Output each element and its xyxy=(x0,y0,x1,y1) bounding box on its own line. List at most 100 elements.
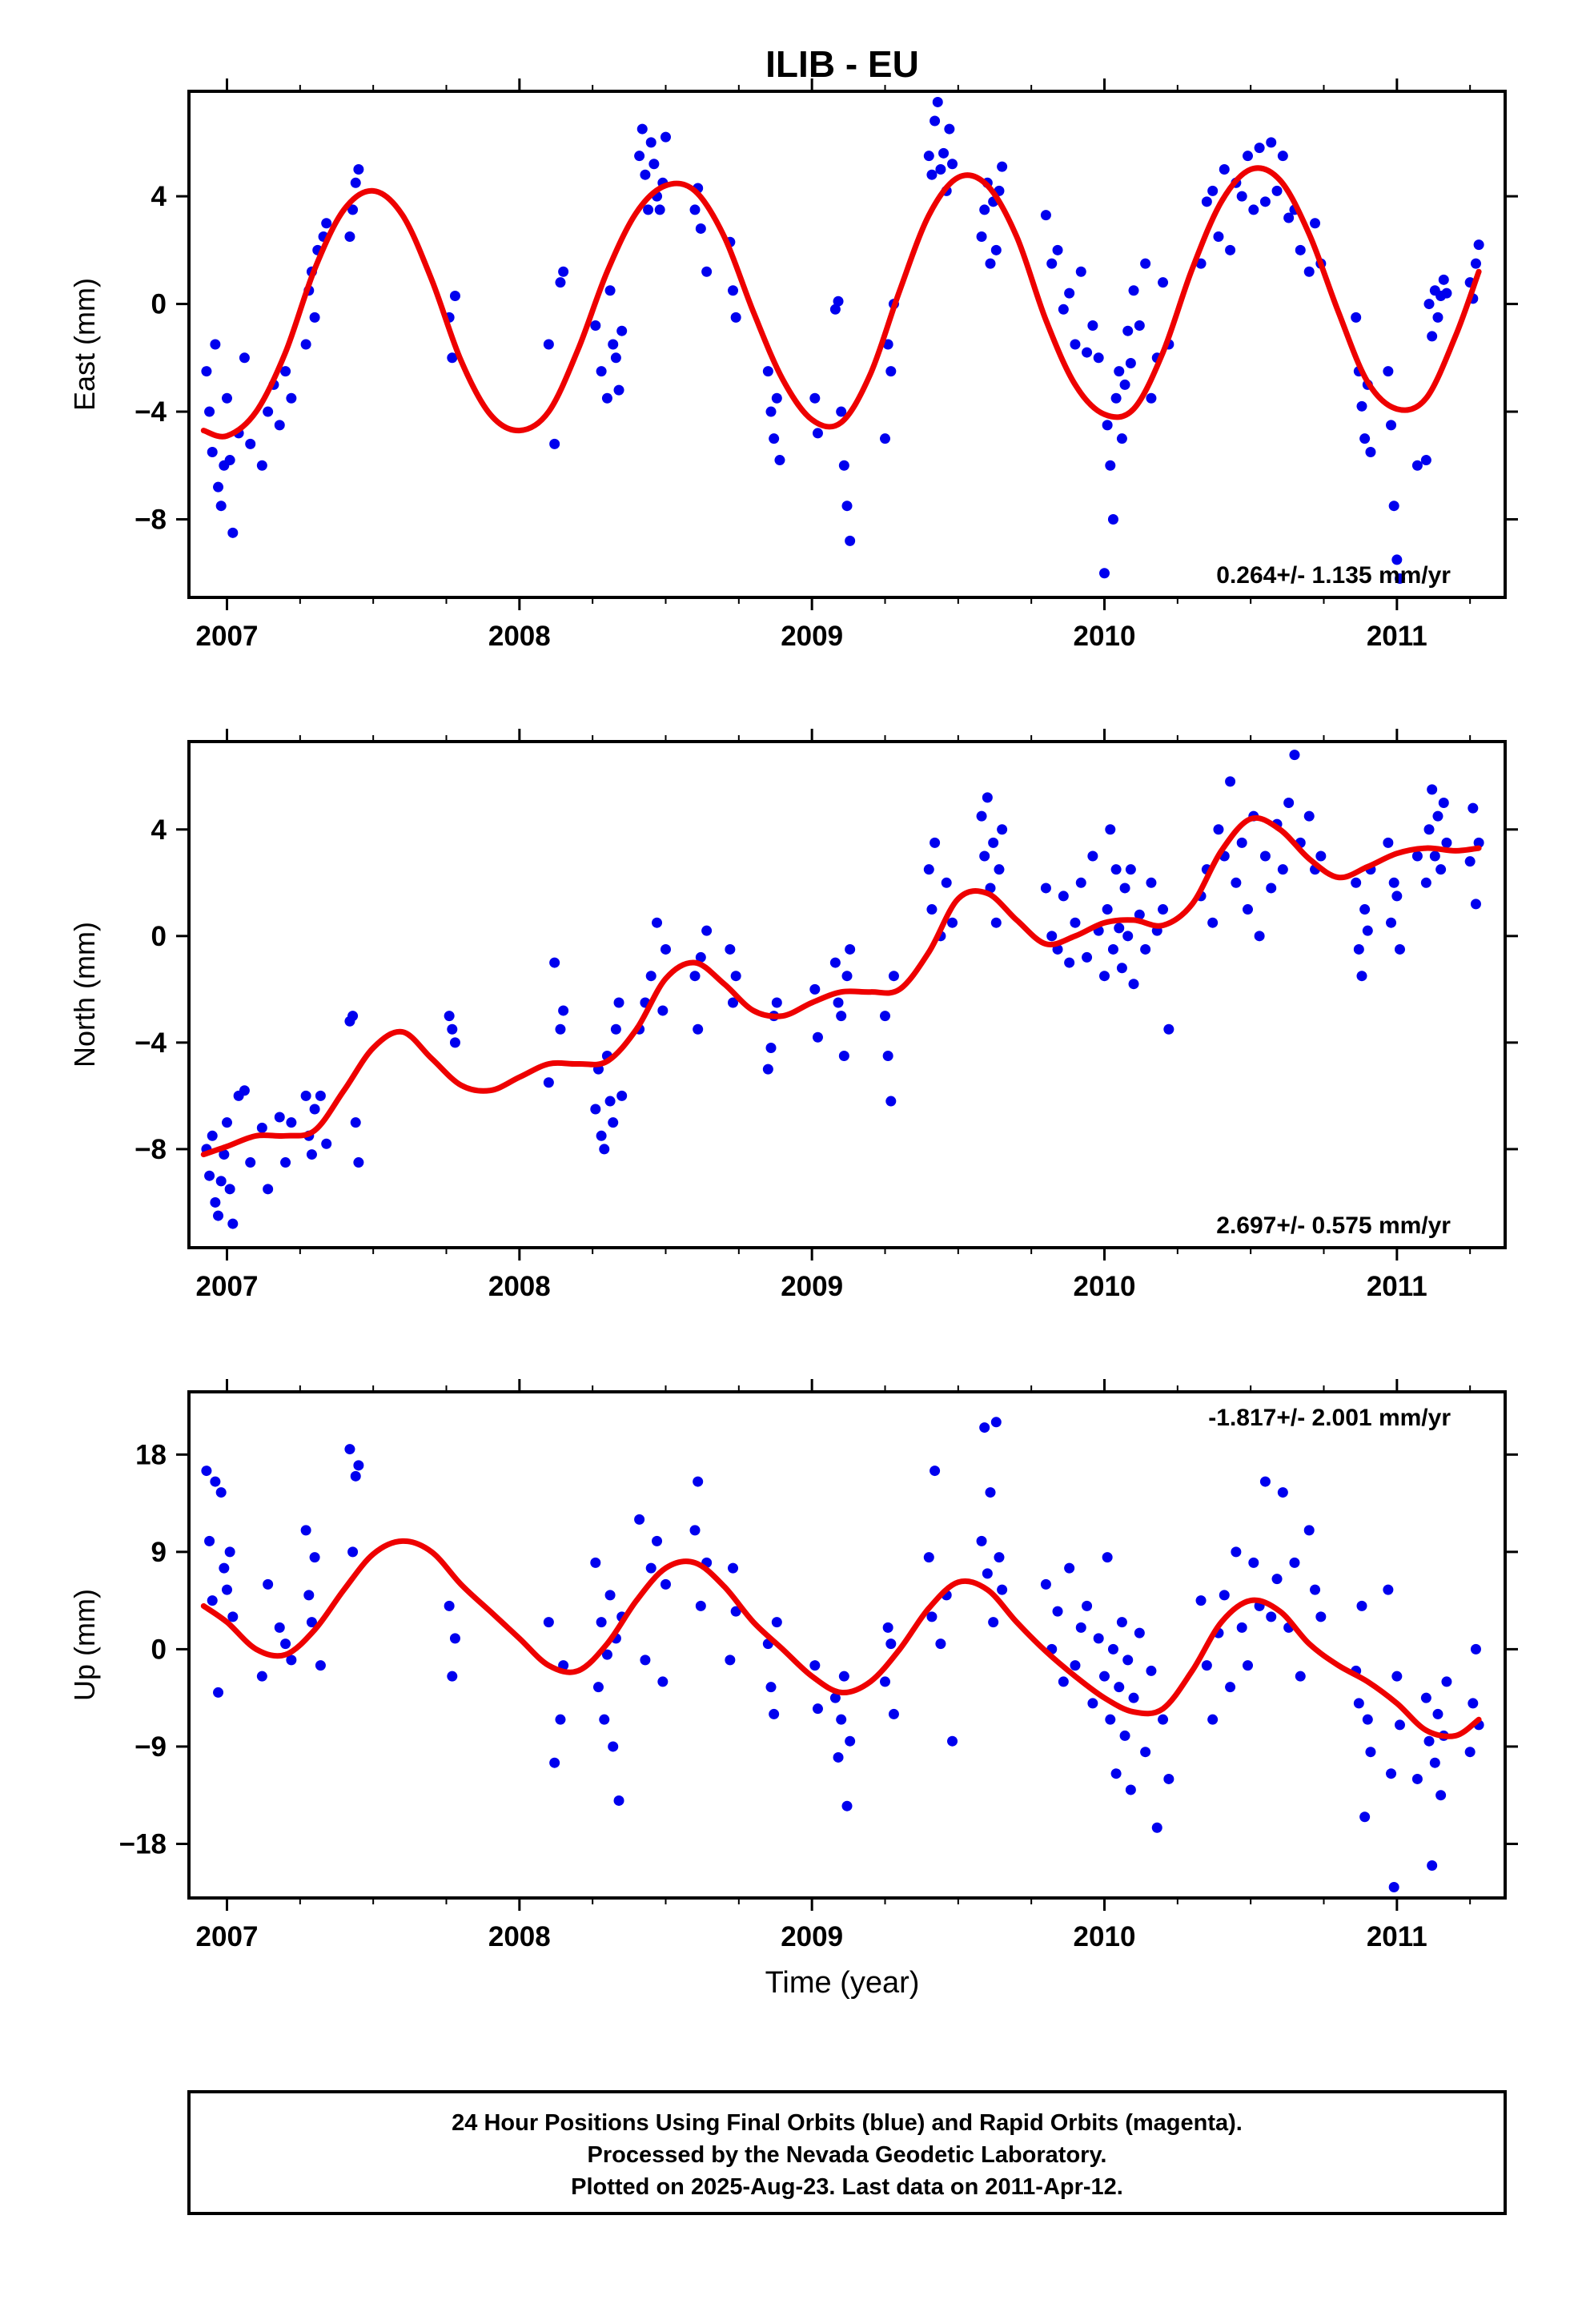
data-point xyxy=(590,320,601,331)
footer-frame xyxy=(187,2090,1507,2215)
data-point xyxy=(841,971,853,982)
data-point xyxy=(652,1535,663,1546)
data-point xyxy=(1310,1584,1321,1595)
data-point xyxy=(1388,501,1399,512)
data-point xyxy=(1411,1773,1423,1784)
data-point xyxy=(286,1117,297,1128)
data-point xyxy=(947,1735,958,1747)
data-point xyxy=(979,204,990,215)
data-point xyxy=(1119,883,1130,894)
footer-line-3: Plotted on 2025-Aug-23. Last data on 201… xyxy=(571,2174,1123,2200)
data-point xyxy=(636,123,648,135)
data-point xyxy=(604,1590,616,1601)
data-point xyxy=(994,864,1005,875)
north-panel: 2007 2008 2009 2010 2011 −8 −4 0 4 North (mm) 2.69… xyxy=(68,729,1518,1302)
data-point xyxy=(728,285,739,296)
data-point xyxy=(882,1051,893,1062)
data-point xyxy=(604,285,616,296)
data-point xyxy=(982,792,993,803)
data-point xyxy=(1134,320,1145,331)
data-point xyxy=(1093,1633,1104,1644)
data-point xyxy=(1125,358,1136,369)
data-point xyxy=(1201,1660,1212,1671)
data-point xyxy=(300,1090,311,1101)
data-point xyxy=(882,339,893,350)
data-point xyxy=(888,971,899,982)
x-tick-label: 2009 xyxy=(781,1921,843,1952)
data-point xyxy=(449,1037,460,1048)
data-point xyxy=(353,1460,364,1471)
data-point xyxy=(930,1466,941,1477)
data-point xyxy=(1427,784,1438,795)
data-point xyxy=(1386,1768,1397,1779)
data-point xyxy=(1310,218,1321,229)
plot-frame xyxy=(187,90,1507,599)
data-point xyxy=(215,1176,227,1187)
fit-curve xyxy=(200,165,1482,440)
data-point xyxy=(286,1655,297,1666)
y-axis-label: Up (mm) xyxy=(68,1589,101,1701)
data-point xyxy=(1464,1747,1476,1758)
data-point xyxy=(1470,258,1481,269)
data-point xyxy=(347,1546,359,1558)
data-point xyxy=(689,1525,701,1536)
data-point xyxy=(604,1096,616,1107)
data-point xyxy=(923,1552,934,1563)
data-point xyxy=(1295,244,1306,255)
data-point xyxy=(1303,1525,1315,1536)
data-point xyxy=(771,392,782,404)
y-tick-label: −8 xyxy=(135,505,167,536)
data-point xyxy=(256,460,267,471)
fit-curve xyxy=(200,1538,1482,1739)
data-point xyxy=(926,904,938,915)
data-point xyxy=(447,1671,458,1682)
data-point xyxy=(274,420,285,431)
x-tick-label: 2011 xyxy=(1367,621,1427,652)
data-point xyxy=(1391,554,1403,565)
data-point xyxy=(280,1638,291,1650)
data-point xyxy=(1435,864,1447,875)
data-point xyxy=(1359,904,1371,915)
data-point xyxy=(543,339,554,350)
data-point xyxy=(315,1660,326,1671)
data-point xyxy=(941,877,952,888)
fit-curve xyxy=(200,814,1482,1158)
data-point xyxy=(809,983,821,995)
data-point xyxy=(695,1600,706,1611)
data-point xyxy=(657,1676,669,1687)
data-point xyxy=(543,1617,554,1628)
data-point xyxy=(648,159,660,170)
data-point xyxy=(930,837,941,848)
up-panel: 2007 2008 2009 2010 2011 −18 −9 0 9 18 Up (mm) -1.8… xyxy=(68,1379,1518,1952)
data-point xyxy=(596,1130,607,1141)
data-point xyxy=(1140,943,1151,955)
data-point xyxy=(1040,1578,1051,1590)
data-point xyxy=(610,352,621,364)
data-point xyxy=(1441,1676,1452,1687)
data-point xyxy=(1058,1676,1069,1687)
data-point xyxy=(1391,891,1403,902)
data-point xyxy=(1266,1611,1277,1622)
data-point xyxy=(1082,1600,1093,1611)
data-point xyxy=(657,1005,669,1016)
data-point xyxy=(1359,1811,1371,1823)
data-point xyxy=(306,1617,317,1628)
velocity-label: -1.817+/- 2.001 mm/yr xyxy=(1208,1405,1451,1431)
data-point xyxy=(879,1011,890,1022)
data-point xyxy=(353,163,364,175)
y-axis-label: North (mm) xyxy=(68,922,101,1068)
data-point xyxy=(997,824,1008,835)
data-point xyxy=(829,1692,841,1703)
x-tick-label: 2009 xyxy=(781,1271,843,1302)
data-point xyxy=(1098,1671,1110,1682)
data-point xyxy=(1356,1600,1367,1611)
data-point xyxy=(765,1043,777,1054)
data-point xyxy=(1082,951,1093,963)
data-point xyxy=(1128,979,1139,990)
data-point xyxy=(1254,143,1265,154)
data-point xyxy=(1207,185,1219,196)
data-point xyxy=(771,997,782,1008)
data-point xyxy=(765,1682,777,1693)
data-point xyxy=(976,1535,987,1546)
data-point xyxy=(701,266,713,277)
